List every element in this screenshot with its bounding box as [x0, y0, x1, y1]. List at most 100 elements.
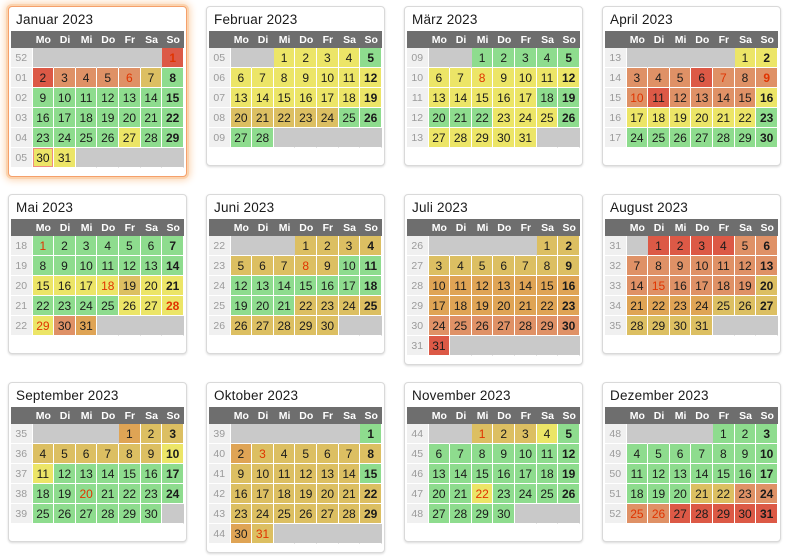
day-cell[interactable]: 7	[140, 68, 163, 88]
day-cell[interactable]: 15	[162, 88, 184, 108]
day-cell[interactable]: 11	[536, 68, 559, 88]
day-cell[interactable]: 24	[162, 484, 184, 504]
day-cell[interactable]: 12	[360, 68, 382, 88]
day-cell[interactable]: 28	[450, 504, 472, 524]
day-cell[interactable]: 14	[450, 88, 472, 108]
day-cell[interactable]: 8	[536, 256, 559, 276]
day-cell[interactable]: 28	[450, 128, 472, 148]
day-cell[interactable]: 24	[317, 108, 339, 128]
day-cell[interactable]: 20	[691, 108, 714, 128]
day-cell[interactable]: 15	[32, 276, 55, 296]
day-cell[interactable]: 5	[230, 256, 253, 276]
day-cell[interactable]: 1	[273, 48, 296, 68]
day-cell[interactable]: 22	[471, 108, 494, 128]
day-cell[interactable]: 13	[493, 276, 516, 296]
day-cell[interactable]: 5	[558, 424, 580, 444]
day-cell[interactable]: 1	[713, 424, 735, 444]
day-cell[interactable]: 6	[230, 68, 253, 88]
day-cell[interactable]: 16	[54, 276, 76, 296]
day-cell[interactable]: 13	[119, 88, 141, 108]
day-cell[interactable]: 13	[691, 88, 714, 108]
day-cell[interactable]: 1	[119, 424, 141, 444]
day-cell[interactable]: 10	[54, 88, 76, 108]
day-cell[interactable]: 14	[252, 88, 274, 108]
day-cell[interactable]: 30	[669, 316, 692, 336]
day-cell[interactable]: 26	[295, 504, 318, 524]
day-cell[interactable]: 21	[97, 484, 120, 504]
day-cell[interactable]: 23	[756, 108, 778, 128]
day-cell[interactable]: 1	[648, 236, 670, 256]
day-cell[interactable]: 15	[648, 276, 670, 296]
day-cell[interactable]: 1	[734, 48, 757, 68]
day-cell[interactable]: 13	[75, 464, 98, 484]
day-cell[interactable]: 4	[32, 444, 55, 464]
day-cell[interactable]: 29	[734, 128, 757, 148]
day-cell[interactable]: 9	[140, 444, 163, 464]
day-cell[interactable]: 19	[360, 88, 382, 108]
day-cell[interactable]: 26	[97, 128, 120, 148]
day-cell[interactable]: 23	[317, 296, 339, 316]
day-cell[interactable]: 12	[97, 88, 120, 108]
day-cell[interactable]: 12	[471, 276, 494, 296]
day-cell[interactable]: 25	[648, 128, 670, 148]
day-cell[interactable]: 20	[230, 108, 253, 128]
day-cell[interactable]: 4	[338, 48, 361, 68]
day-cell[interactable]: 13	[230, 88, 253, 108]
day-cell[interactable]: 20	[252, 296, 274, 316]
day-cell[interactable]: 12	[734, 256, 757, 276]
day-cell[interactable]: 18	[648, 108, 670, 128]
day-cell[interactable]: 29	[471, 128, 494, 148]
day-cell[interactable]: 17	[338, 276, 361, 296]
day-cell[interactable]: 29	[536, 316, 559, 336]
day-cell[interactable]: 20	[428, 484, 451, 504]
day-cell[interactable]: 1	[360, 424, 382, 444]
day-cell[interactable]: 24	[515, 484, 537, 504]
day-cell[interactable]: 14	[691, 464, 714, 484]
day-cell[interactable]: 23	[558, 296, 580, 316]
day-cell[interactable]: 26	[648, 504, 670, 524]
day-cell[interactable]: 25	[75, 128, 98, 148]
day-cell[interactable]: 3	[338, 236, 361, 256]
day-cell[interactable]: 18	[536, 88, 559, 108]
day-cell[interactable]: 19	[119, 276, 141, 296]
day-cell[interactable]: 27	[230, 128, 253, 148]
day-cell[interactable]: 7	[252, 68, 274, 88]
day-cell[interactable]: 17	[626, 108, 649, 128]
day-cell[interactable]: 2	[558, 236, 580, 256]
day-cell[interactable]: 3	[515, 48, 537, 68]
day-cell[interactable]: 21	[273, 296, 296, 316]
day-cell[interactable]: 7	[450, 444, 472, 464]
day-cell[interactable]: 15	[471, 464, 494, 484]
day-cell[interactable]: 31	[691, 316, 714, 336]
day-cell[interactable]: 13	[140, 256, 163, 276]
day-cell[interactable]: 25	[626, 504, 649, 524]
day-cell[interactable]: 4	[450, 256, 472, 276]
day-cell[interactable]: 5	[558, 48, 580, 68]
day-cell[interactable]: 3	[626, 68, 649, 88]
day-cell[interactable]: 6	[119, 68, 141, 88]
day-cell[interactable]: 14	[273, 276, 296, 296]
day-cell[interactable]: 9	[756, 68, 778, 88]
day-cell[interactable]: 31	[75, 316, 98, 336]
day-cell[interactable]: 18	[338, 88, 361, 108]
day-cell[interactable]: 3	[317, 48, 339, 68]
day-cell[interactable]: 6	[691, 68, 714, 88]
day-cell[interactable]: 23	[669, 296, 692, 316]
day-cell[interactable]: 1	[162, 48, 184, 68]
day-cell[interactable]: 11	[32, 464, 55, 484]
day-cell[interactable]: 4	[536, 424, 559, 444]
day-cell[interactable]: 8	[295, 256, 318, 276]
day-cell[interactable]: 13	[252, 276, 274, 296]
day-cell[interactable]: 2	[317, 236, 339, 256]
day-cell[interactable]: 30	[317, 316, 339, 336]
day-cell[interactable]: 17	[515, 88, 537, 108]
day-cell[interactable]: 24	[756, 484, 778, 504]
day-cell[interactable]: 23	[32, 128, 55, 148]
day-cell[interactable]: 7	[713, 68, 735, 88]
day-cell[interactable]: 12	[119, 256, 141, 276]
day-cell[interactable]: 3	[428, 256, 451, 276]
day-cell[interactable]: 20	[756, 276, 778, 296]
day-cell[interactable]: 2	[493, 48, 516, 68]
day-cell[interactable]: 9	[230, 464, 253, 484]
day-cell[interactable]: 4	[97, 236, 120, 256]
